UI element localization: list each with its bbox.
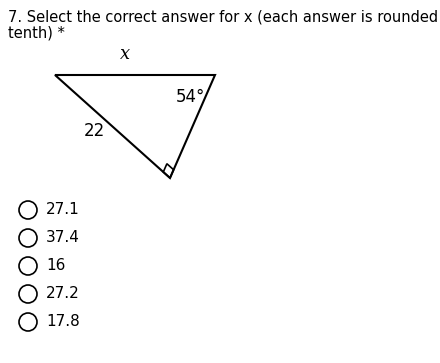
Text: 22: 22	[84, 122, 105, 140]
Text: 17.8: 17.8	[46, 314, 80, 330]
Text: tenth) *: tenth) *	[8, 26, 65, 41]
Text: x: x	[120, 45, 130, 63]
Text: 54°: 54°	[175, 88, 205, 106]
Text: 16: 16	[46, 258, 66, 273]
Text: 37.4: 37.4	[46, 231, 80, 245]
Text: 7. Select the correct answer for x (each answer is rounded to the nearest: 7. Select the correct answer for x (each…	[8, 10, 440, 25]
Text: 27.1: 27.1	[46, 203, 80, 217]
Text: 27.2: 27.2	[46, 286, 80, 302]
